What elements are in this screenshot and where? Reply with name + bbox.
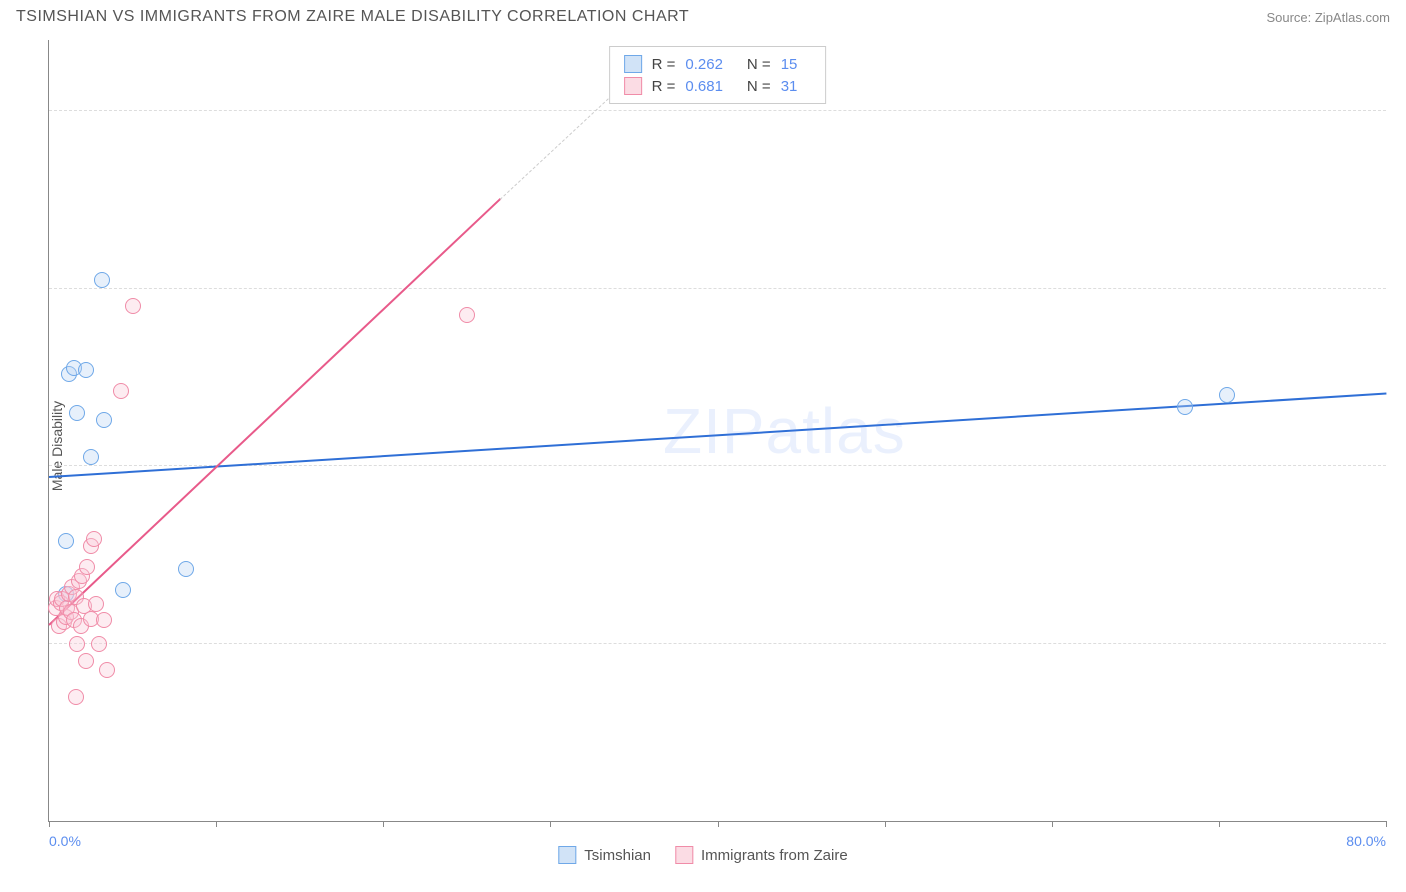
data-point xyxy=(178,561,194,577)
source-label: Source: ZipAtlas.com xyxy=(1266,10,1390,25)
data-point xyxy=(78,653,94,669)
legend-label-1: Immigrants from Zaire xyxy=(701,847,848,864)
data-point xyxy=(115,582,131,598)
data-point xyxy=(78,362,94,378)
legend-series: Tsimshian Immigrants from Zaire xyxy=(558,846,847,864)
data-point xyxy=(79,559,95,575)
data-point xyxy=(94,272,110,288)
r-value-1: 0.681 xyxy=(685,78,723,95)
r-label: R = xyxy=(652,78,676,95)
data-point xyxy=(99,662,115,678)
data-point xyxy=(459,307,475,323)
data-point xyxy=(88,596,104,612)
legend-stats-row: R = 0.262 N = 15 xyxy=(624,53,812,75)
n-label: N = xyxy=(747,78,771,95)
scatter-chart: ZIPatlas R = 0.262 N = 15 R = 0.681 N = … xyxy=(48,40,1386,822)
n-value-1: 31 xyxy=(781,78,798,95)
data-point xyxy=(96,612,112,628)
legend-item-1: Immigrants from Zaire xyxy=(675,846,848,864)
x-tick xyxy=(383,821,384,827)
n-label: N = xyxy=(747,56,771,73)
x-tick xyxy=(1052,821,1053,827)
data-point xyxy=(83,449,99,465)
data-point xyxy=(86,531,102,547)
x-tick-label: 0.0% xyxy=(49,833,81,849)
legend-item-0: Tsimshian xyxy=(558,846,651,864)
r-value-0: 0.262 xyxy=(685,56,723,73)
chart-title: TSIMSHIAN VS IMMIGRANTS FROM ZAIRE MALE … xyxy=(16,8,689,26)
data-point xyxy=(96,412,112,428)
legend-swatch-0 xyxy=(558,846,576,864)
x-tick xyxy=(718,821,719,827)
data-point xyxy=(68,689,84,705)
data-point xyxy=(58,533,74,549)
gridline xyxy=(49,110,1386,111)
gridline xyxy=(49,643,1386,644)
legend-stats: R = 0.262 N = 15 R = 0.681 N = 31 xyxy=(609,46,827,104)
x-tick xyxy=(550,821,551,827)
legend-swatch-series-1 xyxy=(624,77,642,95)
data-point xyxy=(113,383,129,399)
data-point xyxy=(91,636,107,652)
x-tick xyxy=(216,821,217,827)
trend-line xyxy=(48,198,501,625)
x-tick xyxy=(49,821,50,827)
legend-swatch-1 xyxy=(675,846,693,864)
x-tick xyxy=(885,821,886,827)
data-point xyxy=(1177,399,1193,415)
data-point xyxy=(69,636,85,652)
x-tick xyxy=(1386,821,1387,827)
data-point xyxy=(125,298,141,314)
r-label: R = xyxy=(652,56,676,73)
x-tick xyxy=(1219,821,1220,827)
x-tick-label: 80.0% xyxy=(1346,833,1386,849)
gridline xyxy=(49,288,1386,289)
n-value-0: 15 xyxy=(781,56,798,73)
legend-swatch-series-0 xyxy=(624,55,642,73)
legend-label-0: Tsimshian xyxy=(584,847,651,864)
data-point xyxy=(69,405,85,421)
data-point xyxy=(1219,387,1235,403)
legend-stats-row: R = 0.681 N = 31 xyxy=(624,75,812,97)
